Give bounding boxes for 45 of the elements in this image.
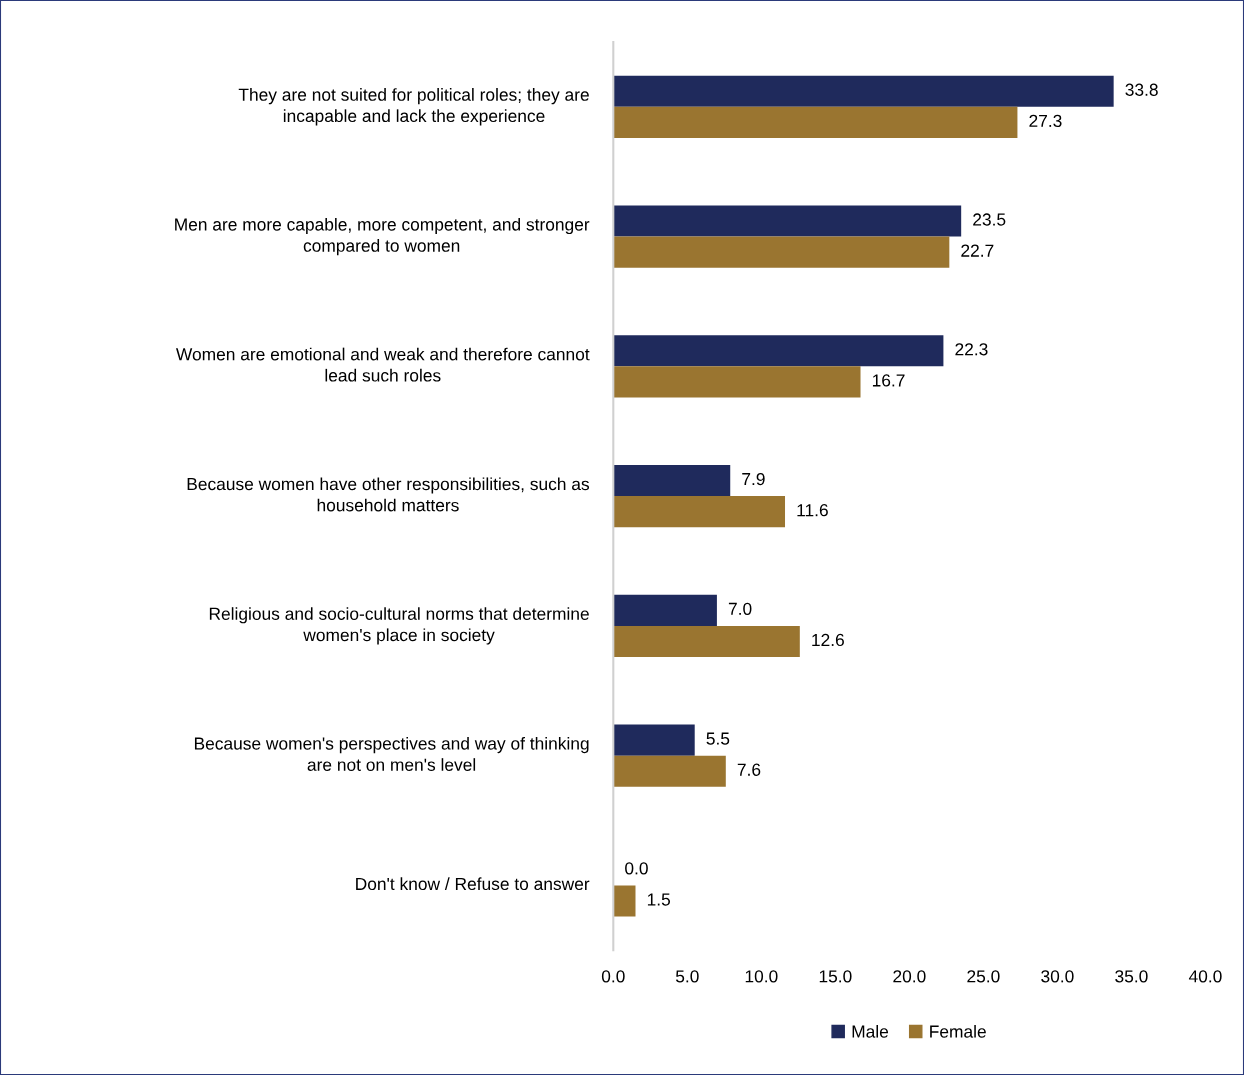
- x-tick-label: 0.0: [601, 970, 625, 983]
- x-tick-label: 40.0: [1188, 970, 1222, 983]
- x-tick-label: 30.0: [1041, 970, 1074, 983]
- bar: [613, 106, 1018, 138]
- data-label: 12.6: [812, 633, 844, 647]
- bar: [613, 755, 726, 787]
- legend-label: Male: [852, 1024, 889, 1038]
- y-tick-label: Because women's perspectives and way of thinking are not on men's level: [194, 736, 589, 771]
- x-tick-label: 20.0: [893, 970, 926, 983]
- data-label: 1.5: [647, 893, 671, 906]
- data-label: 7.0: [728, 602, 752, 615]
- data-label: 22.7: [961, 244, 994, 257]
- bar: [613, 236, 950, 268]
- data-label: 0.0: [625, 862, 648, 875]
- data-label: 16.7: [872, 374, 905, 387]
- x-tick-label: 15.0: [819, 970, 852, 983]
- data-label: 7.6: [737, 763, 761, 776]
- bar: [613, 724, 695, 756]
- y-tick-label: Don't know / Refuse to answer: [356, 877, 590, 891]
- y-tick-label: Women are emotional and weak and therefore cannot lead such roles: [176, 347, 590, 382]
- bar: [613, 885, 636, 917]
- x-tick-label: 10.0: [745, 970, 778, 983]
- bar: [613, 335, 944, 367]
- data-label: 7.9: [742, 472, 765, 486]
- y-tick-label: Because women have other responsibilities, such as household matters: [187, 477, 589, 512]
- bar: [613, 496, 786, 528]
- bar: [613, 625, 800, 658]
- data-label: 5.5: [706, 732, 730, 745]
- y-tick-label: Men are more capable, more competent, and stronger compared to women: [175, 217, 590, 256]
- bar: [613, 464, 731, 497]
- bar: [613, 205, 962, 237]
- bar: [613, 75, 1114, 107]
- data-label: 23.5: [973, 213, 1006, 226]
- data-label: 11.6: [797, 504, 828, 517]
- x-tick-label: 5.0: [675, 970, 699, 983]
- bar: [613, 594, 717, 626]
- x-tick-label: 25.0: [967, 970, 1000, 983]
- x-tick-label: 35.0: [1115, 970, 1148, 983]
- data-label: 22.3: [955, 343, 988, 356]
- bar: [613, 366, 861, 398]
- legend-label: Female: [930, 1024, 986, 1038]
- data-label: 27.3: [1029, 114, 1062, 128]
- data-label: 33.8: [1125, 83, 1158, 96]
- y-tick-label: Religious and socio-cultural norms that determine women's place in society: [209, 607, 589, 645]
- y-tick-label: They are not suited for political roles; they are incapable and lack the experience: [238, 88, 589, 126]
